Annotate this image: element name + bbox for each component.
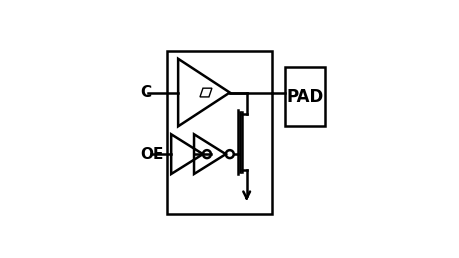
Text: OE: OE bbox=[140, 147, 163, 162]
Bar bbox=[167, 51, 271, 214]
Bar bbox=[285, 67, 325, 126]
Text: C: C bbox=[140, 85, 151, 100]
Text: PAD: PAD bbox=[286, 87, 323, 106]
